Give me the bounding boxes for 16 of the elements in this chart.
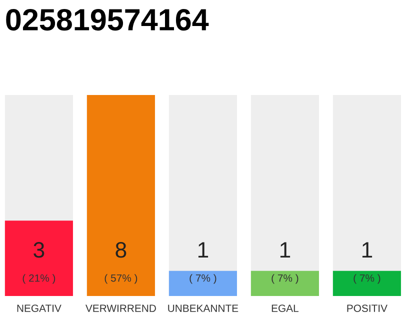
annotation: ( 57% ) bbox=[104, 274, 138, 284]
annotation: ( 7% ) bbox=[190, 274, 216, 284]
data-label: 1 bbox=[362, 242, 372, 258]
annotation: ( 21% ) bbox=[22, 274, 56, 284]
data-label: 8 bbox=[116, 242, 126, 258]
x-tick-label: VERWIRREND bbox=[85, 304, 156, 312]
annotation: ( 7% ) bbox=[272, 274, 298, 284]
data-label: 1 bbox=[280, 242, 290, 258]
x-tick-label: EGAL bbox=[272, 304, 298, 312]
x-tick-label: NEGATIV bbox=[17, 304, 62, 312]
data-label: 3 bbox=[34, 242, 44, 258]
x-tick-label: UNBEKANNTE bbox=[168, 304, 238, 312]
annotation: ( 7% ) bbox=[354, 274, 380, 284]
data-label: 1 bbox=[198, 242, 208, 258]
chart-title: 025819574164 bbox=[6, 8, 209, 31]
x-tick-label: POSITIV bbox=[347, 304, 388, 312]
